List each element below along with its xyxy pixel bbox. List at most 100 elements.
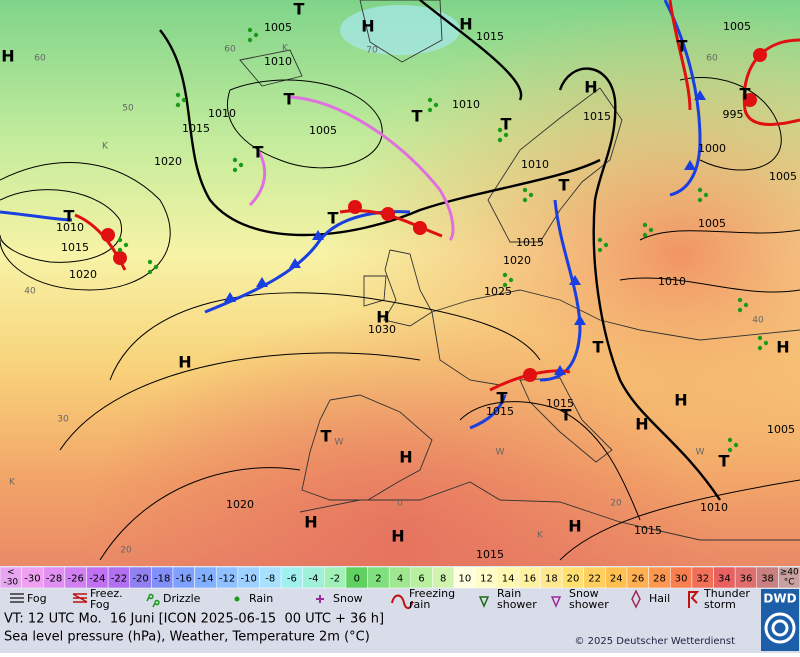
rain-dot [153, 264, 159, 270]
cold-front-triangle [684, 160, 696, 170]
rain-dot [238, 162, 244, 168]
isobar [99, 467, 301, 561]
scale-label: 32 [696, 574, 709, 585]
pressure-system-label: H [459, 15, 472, 34]
logo-swirl-inner [771, 619, 789, 637]
front-line [0, 210, 73, 222]
pressure-system-label: H [1, 47, 14, 66]
cold-front-triangle [224, 292, 236, 302]
pressure-system-label: H [304, 513, 317, 532]
pressure-label: 1010 [658, 275, 686, 288]
cold-area [340, 5, 460, 55]
legend-label: Drizzle [163, 592, 201, 605]
pressure-label: 1010 [208, 107, 236, 120]
pressure-system-label: T [412, 107, 423, 126]
legend-label: Thunder [703, 587, 750, 600]
temperature-label: 50 [122, 104, 134, 114]
logo-text: DWD [763, 592, 796, 606]
scale-label: 36 [740, 574, 753, 585]
pressure-label: 1015 [516, 236, 544, 249]
temperature-field-south [0, 0, 800, 566]
legend-label: Rain [497, 587, 521, 600]
drizzle-icon [146, 593, 160, 608]
coastlines [239, 0, 800, 541]
legend-label: Rain [249, 592, 273, 605]
pressure-label: 1000 [698, 142, 726, 155]
front-line [248, 149, 267, 207]
rain-dot [427, 107, 433, 113]
temperature-label: K [9, 478, 16, 488]
rain-dot [648, 227, 654, 233]
pressure-system-label: H [391, 527, 404, 546]
legend-label: Hail [649, 592, 670, 605]
hail-icon [631, 589, 641, 609]
scale-label: -16 [176, 574, 192, 585]
coastline [519, 377, 613, 463]
pressure-label: 1005 [767, 423, 795, 436]
copyright: © 2025 Deutscher Wetterdienst [574, 636, 735, 647]
cold-front-triangle [289, 258, 301, 268]
rain-dot [123, 242, 129, 248]
warm-front-semicircle [743, 93, 757, 107]
coastline [487, 87, 623, 243]
scale-label: ≥40 [780, 568, 799, 578]
pressure-label: 1005 [309, 124, 337, 137]
rain-dot [502, 282, 508, 288]
scale-label: 10 [458, 574, 471, 585]
rain-dot [147, 259, 153, 265]
coastline [299, 481, 800, 541]
cold-front-triangle [554, 365, 566, 375]
rain-dot [181, 97, 187, 103]
pressure-system-label: T [321, 427, 332, 446]
warm-front-semicircle [348, 200, 362, 214]
isobar [419, 0, 523, 101]
pressure-system-label: H [674, 391, 687, 410]
isobar [639, 229, 800, 241]
scale-label: -14 [197, 574, 213, 585]
front-line [668, 0, 692, 111]
fronts [0, 0, 800, 430]
rain-dot [733, 442, 739, 448]
map [0, 0, 800, 566]
rain-dot [433, 102, 439, 108]
cold-front-triangle [312, 230, 324, 240]
rain-dot [703, 192, 709, 198]
rain-dot [597, 247, 603, 253]
scale-label: 12 [480, 574, 493, 585]
rain-dot [528, 192, 534, 198]
pressure-label: 1010 [264, 55, 292, 68]
temperature-label: 60 [34, 54, 46, 64]
scale-label: 28 [653, 574, 666, 585]
coastline [359, 0, 443, 63]
scale-label: 6 [418, 574, 424, 585]
scale-label: -30 [24, 574, 40, 585]
map-labels: 1005 1010 1015 1010 1015 1005 1010 1020 1015 1010… [1, 0, 797, 561]
pressure-label: 1020 [69, 268, 97, 281]
scale-label: 20 [567, 574, 580, 585]
dwd-logo: DWD [761, 589, 799, 651]
scale-label: 26 [631, 574, 644, 585]
temperature-label: 40 [24, 287, 36, 297]
legend-label: storm [704, 598, 736, 611]
rain-dot [117, 247, 123, 253]
pressure-label: 1015 [182, 122, 210, 135]
pressure-label: 1010 [56, 221, 84, 234]
pressure-system-label: T [719, 452, 730, 471]
scale-label: -2 [330, 574, 340, 585]
scale-label: 16 [523, 574, 536, 585]
scale-label: -24 [89, 574, 105, 585]
temperature-label: 20 [610, 499, 622, 509]
front-line [742, 38, 800, 126]
scale-label: 22 [588, 574, 601, 585]
rain-dot [697, 187, 703, 193]
pressure-label: 1010 [521, 158, 549, 171]
isobar [619, 277, 800, 293]
pressure-system-label: T [677, 37, 688, 56]
cold-front-triangle [574, 315, 586, 325]
pressure-system-label: H [584, 78, 597, 97]
pressure-system-label: H [635, 415, 648, 434]
weather-symbols [117, 27, 769, 453]
isobar [459, 401, 641, 521]
scale-label: 38 [761, 574, 774, 585]
scale-label: -18 [154, 574, 170, 585]
